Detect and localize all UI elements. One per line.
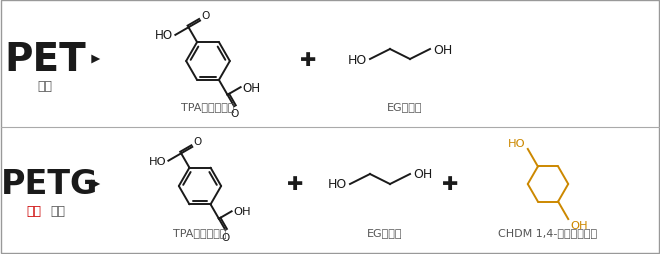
Text: TPA对苯二甲酸: TPA对苯二甲酸: [173, 227, 227, 237]
Text: O: O: [230, 109, 238, 119]
Text: OH: OH: [242, 81, 261, 94]
Text: HO: HO: [149, 156, 166, 166]
Text: CHDM 1,4-环己烷二甲醇: CHDM 1,4-环己烷二甲醇: [498, 227, 597, 237]
Text: HO: HO: [328, 178, 347, 191]
Text: 共聚: 共聚: [26, 205, 42, 218]
Text: TPA对苯二甲酸: TPA对苯二甲酸: [182, 102, 235, 112]
Text: 聚酯: 聚酯: [38, 80, 53, 93]
Text: HO: HO: [155, 29, 174, 42]
Text: OH: OH: [570, 220, 587, 230]
Text: HO: HO: [508, 138, 526, 148]
Text: ✚: ✚: [300, 50, 316, 69]
Text: EG乙二醇: EG乙二醇: [367, 227, 403, 237]
Text: PETG: PETG: [1, 168, 99, 201]
Text: O: O: [221, 232, 230, 242]
Text: OH: OH: [234, 207, 251, 216]
Text: O: O: [201, 11, 209, 21]
Text: O: O: [193, 136, 201, 146]
Text: ✚: ✚: [287, 175, 303, 194]
Text: HO: HO: [348, 53, 367, 66]
Text: OH: OH: [433, 43, 452, 56]
Text: ✚: ✚: [442, 175, 458, 194]
Text: EG乙二醇: EG乙二醇: [387, 102, 423, 112]
Text: OH: OH: [413, 168, 432, 181]
Text: PET: PET: [4, 41, 86, 79]
Text: 聚酯: 聚酯: [51, 205, 65, 218]
